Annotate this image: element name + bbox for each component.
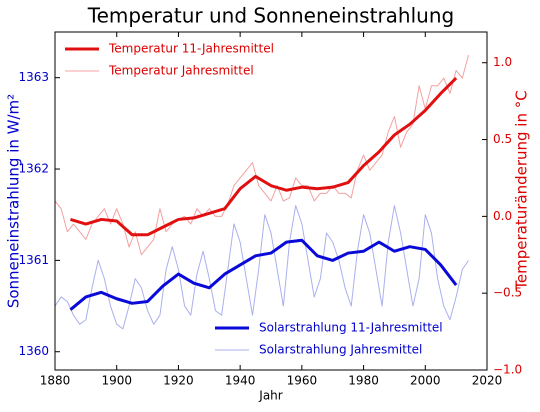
series-line [54, 54, 469, 256]
x-tick-label: 1940 [225, 374, 256, 388]
x-tick-label: 1980 [348, 374, 379, 388]
legend-label: Temperatur 11-Jahresmittel [108, 42, 274, 56]
chart-title: Temperatur und Sonneneinstrahlung [87, 4, 454, 28]
y-tick-label: 1360 [18, 344, 49, 358]
x-tick-label: 2020 [472, 374, 503, 388]
y2-tick-label: −0.5 [493, 286, 522, 300]
x-tick-label: 1900 [101, 374, 132, 388]
legend-label: Solarstrahlung Jahresmittel [259, 343, 422, 357]
y-tick-label: 1361 [18, 253, 49, 267]
legend-label: Solarstrahlung 11-Jahresmittel [259, 321, 443, 335]
x-tick-label: 1920 [163, 374, 194, 388]
y2-tick-label: −1.0 [493, 363, 522, 377]
y-axis-label: Sonneneinstrahlung in W/m² [5, 94, 23, 308]
x-tick-label: 2000 [410, 374, 441, 388]
y-tick-label: 1363 [18, 70, 49, 84]
y-tick-label: 1362 [18, 162, 49, 176]
legend-label: Temperatur Jahresmittel [108, 64, 254, 78]
series-line [70, 77, 458, 237]
y2-tick-label: 0.0 [493, 209, 512, 223]
y2-axis-label: Temperaturänderung in °C [513, 90, 531, 290]
y2-tick-label: 0.5 [493, 132, 512, 146]
plot-frame [54, 31, 488, 371]
x-axis-label: Jahr [258, 389, 282, 403]
x-tick-label: 1960 [287, 374, 318, 388]
series-line [69, 238, 458, 311]
series-line [54, 205, 469, 330]
y2-tick-label: 1.0 [493, 55, 512, 69]
x-tick-label: 1880 [40, 374, 71, 388]
